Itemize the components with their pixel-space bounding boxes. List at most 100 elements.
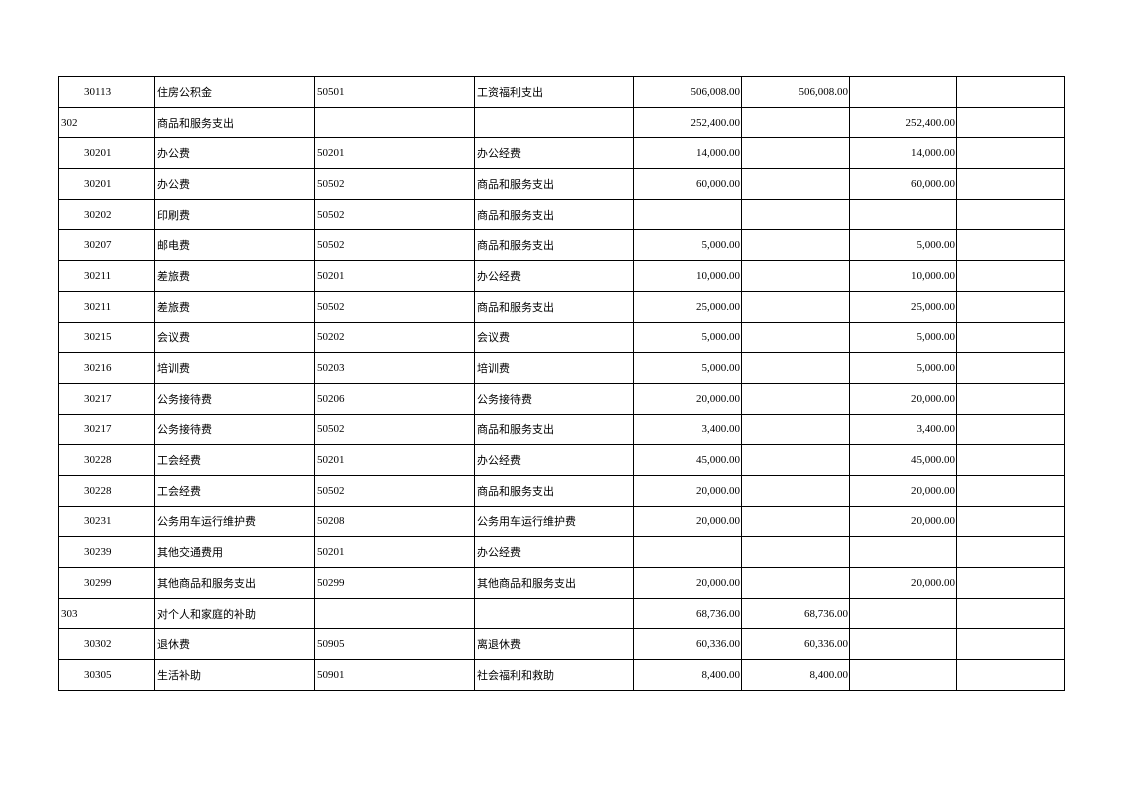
cell-basic-expenditure: [741, 106, 850, 139]
cell-other: [956, 260, 1065, 292]
cell-econ-code: 30231: [58, 505, 155, 538]
cell-gov-name: 公务用车运行维护费: [474, 505, 634, 538]
table-row: 30211 差旅费 50201 办公经费 10,000.00 10,000.00: [58, 260, 1065, 292]
cell-econ-code: 30217: [58, 382, 155, 415]
cell-econ-code: 303: [58, 597, 155, 630]
cell-gov-code: 50502: [314, 474, 475, 507]
cell-gov-code: 50202: [314, 321, 475, 354]
table-row: 30201 办公费 50201 办公经费 14,000.00 14,000.00: [58, 137, 1065, 170]
cell-project-expenditure: [849, 198, 957, 231]
table-row: 30302 退休费 50905 离退休费 60,336.00 60,336.00: [58, 628, 1065, 661]
cell-other: [956, 567, 1065, 599]
cell-gov-name: 商品和服务支出: [474, 198, 634, 231]
cell-total: 506,008.00: [633, 76, 742, 108]
cell-gov-code: 50502: [314, 290, 475, 323]
cell-gov-name: 商品和服务支出: [474, 290, 634, 323]
cell-gov-code: 50203: [314, 352, 475, 384]
cell-econ-code: 30202: [58, 198, 155, 231]
cell-gov-name: 社会福利和救助: [474, 659, 634, 691]
cell-basic-expenditure: [741, 290, 850, 323]
cell-project-expenditure: 14,000.00: [849, 137, 957, 170]
cell-project-expenditure: 10,000.00: [849, 260, 957, 292]
cell-project-expenditure: [849, 597, 957, 630]
cell-gov-code: [314, 597, 475, 630]
cell-econ-name: 印刷费: [154, 198, 315, 231]
cell-econ-code: 30201: [58, 137, 155, 170]
table-row: 30299 其他商品和服务支出 50299 其他商品和服务支出 20,000.00 20,…: [58, 567, 1065, 599]
cell-gov-name: 公务接待费: [474, 382, 634, 415]
cell-econ-name: 住房公积金: [154, 76, 315, 108]
cell-project-expenditure: 5,000.00: [849, 352, 957, 384]
cell-basic-expenditure: [741, 413, 850, 446]
cell-econ-code: 30216: [58, 352, 155, 384]
cell-total: 3,400.00: [633, 413, 742, 446]
cell-project-expenditure: 20,000.00: [849, 505, 957, 538]
cell-basic-expenditure: 506,008.00: [741, 76, 850, 108]
cell-econ-code: 30113: [58, 76, 155, 108]
cell-gov-code: 50502: [314, 413, 475, 446]
cell-econ-name: 邮电费: [154, 229, 315, 262]
cell-econ-name: 公务接待费: [154, 413, 315, 446]
cell-project-expenditure: [849, 76, 957, 108]
cell-total: 25,000.00: [633, 290, 742, 323]
cell-total: 20,000.00: [633, 382, 742, 415]
table-row: 30207 邮电费 50502 商品和服务支出 5,000.00 5,000.00: [58, 229, 1065, 262]
cell-total: 14,000.00: [633, 137, 742, 170]
cell-other: [956, 168, 1065, 200]
cell-gov-code: 50201: [314, 444, 475, 476]
cell-basic-expenditure: [741, 168, 850, 200]
cell-gov-name: [474, 597, 634, 630]
cell-gov-name: 商品和服务支出: [474, 229, 634, 262]
cell-basic-expenditure: [741, 137, 850, 170]
cell-basic-expenditure: [741, 474, 850, 507]
cell-econ-name: 对个人和家庭的补助: [154, 597, 315, 630]
cell-total: 5,000.00: [633, 321, 742, 354]
cell-other: [956, 536, 1065, 568]
cell-total: 45,000.00: [633, 444, 742, 476]
cell-econ-name: 工会经费: [154, 444, 315, 476]
cell-other: [956, 474, 1065, 507]
cell-total: 20,000.00: [633, 567, 742, 599]
cell-other: [956, 106, 1065, 139]
cell-other: [956, 352, 1065, 384]
cell-econ-name: 其他商品和服务支出: [154, 567, 315, 599]
cell-econ-name: 培训费: [154, 352, 315, 384]
cell-project-expenditure: 25,000.00: [849, 290, 957, 323]
cell-basic-expenditure: [741, 229, 850, 262]
cell-project-expenditure: 20,000.00: [849, 382, 957, 415]
table-row: 30201 办公费 50502 商品和服务支出 60,000.00 60,000.00: [58, 168, 1065, 200]
cell-econ-name: 差旅费: [154, 290, 315, 323]
cell-gov-code: 50901: [314, 659, 475, 691]
cell-total: 60,336.00: [633, 628, 742, 661]
cell-basic-expenditure: [741, 567, 850, 599]
table-row: 30239 其他交通费用 50201 办公经费: [58, 536, 1065, 568]
cell-basic-expenditure: [741, 260, 850, 292]
cell-basic-expenditure: 68,736.00: [741, 597, 850, 630]
cell-other: [956, 229, 1065, 262]
cell-econ-code: 30217: [58, 413, 155, 446]
cell-gov-name: 办公经费: [474, 260, 634, 292]
cell-gov-name: 办公经费: [474, 137, 634, 170]
cell-gov-name: 商品和服务支出: [474, 413, 634, 446]
cell-other: [956, 198, 1065, 231]
cell-other: [956, 321, 1065, 354]
table-row: 30113 住房公积金 50501 工资福利支出 506,008.00 506,008.0…: [58, 76, 1065, 108]
table-row: 30228 工会经费 50201 办公经费 45,000.00 45,000.00: [58, 444, 1065, 476]
cell-project-expenditure: 5,000.00: [849, 229, 957, 262]
table-row: 30305 生活补助 50901 社会福利和救助 8,400.00 8,400.00: [58, 659, 1065, 691]
cell-gov-code: 50502: [314, 198, 475, 231]
cell-gov-name: [474, 106, 634, 139]
cell-other: [956, 444, 1065, 476]
cell-gov-name: 办公经费: [474, 536, 634, 568]
cell-other: [956, 505, 1065, 538]
cell-gov-code: 50299: [314, 567, 475, 599]
cell-total: 68,736.00: [633, 597, 742, 630]
cell-other: [956, 76, 1065, 108]
table-row: 30216 培训费 50203 培训费 5,000.00 5,000.00: [58, 352, 1065, 384]
cell-basic-expenditure: [741, 321, 850, 354]
cell-basic-expenditure: [741, 352, 850, 384]
cell-total: 252,400.00: [633, 106, 742, 139]
cell-total: 5,000.00: [633, 229, 742, 262]
cell-other: [956, 597, 1065, 630]
cell-gov-name: 其他商品和服务支出: [474, 567, 634, 599]
